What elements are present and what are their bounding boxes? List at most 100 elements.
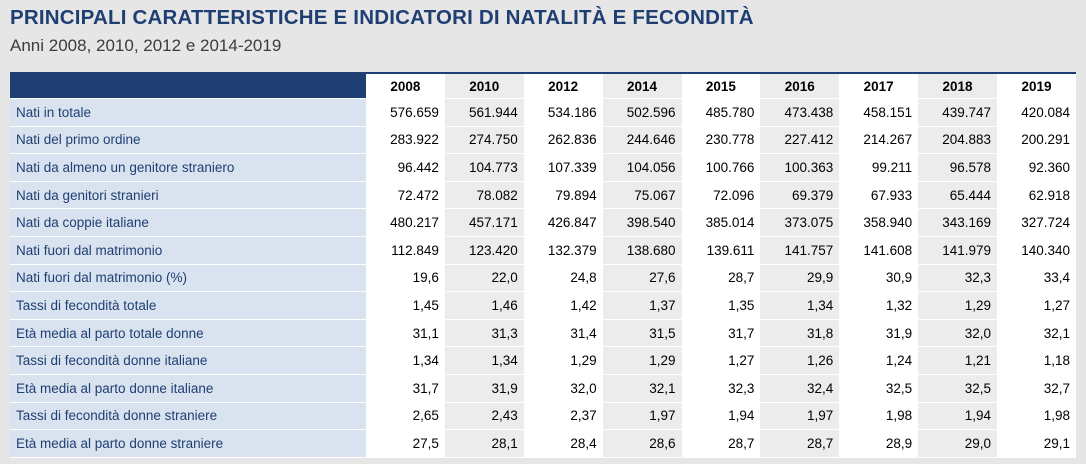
cell: 244.646 (602, 126, 682, 155)
table-row: Nati da almeno un genitore straniero 96.4… (10, 153, 1076, 182)
cell: 29,1 (997, 429, 1076, 458)
cell: 31,9 (839, 319, 919, 348)
cell: 19,6 (366, 264, 445, 293)
cell: 327.724 (997, 208, 1076, 237)
cell: 1,18 (997, 346, 1076, 375)
cell: 31,8 (760, 319, 840, 348)
cell: 1,45 (366, 291, 445, 320)
cell: 1,46 (444, 291, 524, 320)
row-label: Nati fuori dal matrimonio (%) (10, 264, 366, 293)
cell: 485.780 (681, 98, 761, 127)
cell: 1,24 (839, 346, 919, 375)
cell: 100.766 (681, 153, 761, 182)
cell: 1,94 (918, 402, 997, 431)
cell: 112.849 (366, 236, 445, 265)
cell: 141.979 (918, 236, 997, 265)
column-header: 2015 (681, 72, 761, 99)
row-label: Tassi di fecondità donne straniere (10, 402, 366, 431)
cell: 426.847 (523, 208, 603, 237)
row-label: Età media al parto donne italiane (10, 374, 366, 403)
row-label: Nati da coppie italiane (10, 208, 366, 237)
cell: 28,7 (681, 264, 761, 293)
cell: 31,4 (523, 319, 603, 348)
cell: 1,34 (760, 291, 840, 320)
cell: 358.940 (839, 208, 919, 237)
header-row: 2008 2010 2012 2014 2015 2016 2017 2018 2019 (10, 72, 1076, 99)
cell: 123.420 (444, 236, 524, 265)
cell: 1,94 (681, 402, 761, 431)
cell: 2,65 (366, 402, 445, 431)
cell: 92.360 (997, 153, 1076, 182)
column-header: 2016 (760, 72, 840, 99)
cell: 100.363 (760, 153, 840, 182)
cell: 32,1 (997, 319, 1076, 348)
column-header: 2012 (523, 72, 603, 99)
table-row: Età media al parto totale donne 31,1 31,3 3… (10, 319, 1076, 348)
column-header: 2010 (444, 72, 524, 99)
cell: 107.339 (523, 153, 603, 182)
cell: 140.340 (997, 236, 1076, 265)
cell: 283.922 (366, 126, 445, 155)
cell: 32,0 (523, 374, 603, 403)
cell: 230.778 (681, 126, 761, 155)
data-table: 2008 2010 2012 2014 2015 2016 2017 2018 2019 Nat… (10, 72, 1076, 458)
cell: 32,7 (997, 374, 1076, 403)
cell: 132.379 (523, 236, 603, 265)
row-label: Tassi di fecondità totale (10, 291, 366, 320)
cell: 457.171 (444, 208, 524, 237)
cell: 32,5 (839, 374, 919, 403)
subtitle: Anni 2008, 2010, 2012 e 2014-2019 (10, 36, 282, 55)
row-label: Tassi di fecondità donne italiane (10, 346, 366, 375)
cell: 1,27 (681, 346, 761, 375)
cell: 262.836 (523, 126, 603, 155)
corner-cell (10, 72, 366, 99)
cell: 96.578 (918, 153, 997, 182)
cell: 373.075 (760, 208, 840, 237)
cell: 1,29 (602, 346, 682, 375)
row-label: Età media al parto totale donne (10, 319, 366, 348)
cell: 1,34 (444, 346, 524, 375)
cell: 79.894 (523, 181, 603, 210)
row-label: Nati fuori dal matrimonio (10, 236, 366, 265)
cell: 75.067 (602, 181, 682, 210)
cell: 31,3 (444, 319, 524, 348)
column-header: 2017 (839, 72, 919, 99)
cell: 32,5 (918, 374, 997, 403)
title: PRINCIPALI CARATTERISTICHE E INDICATORI … (10, 6, 754, 29)
cell: 32,3 (918, 264, 997, 293)
table-row: Nati fuori dal matrimonio 112.849 123.420 1… (10, 236, 1076, 265)
cell: 24,8 (523, 264, 603, 293)
column-header: 2018 (918, 72, 997, 99)
cell: 1,21 (918, 346, 997, 375)
row-label: Nati in totale (10, 98, 366, 127)
cell: 22,0 (444, 264, 524, 293)
cell: 1,26 (760, 346, 840, 375)
cell: 30,9 (839, 264, 919, 293)
column-header: 2019 (997, 72, 1076, 99)
cell: 398.540 (602, 208, 682, 237)
cell: 31,5 (602, 319, 682, 348)
cell: 141.757 (760, 236, 840, 265)
cell: 385.014 (681, 208, 761, 237)
table-row: Nati in totale 576.659 561.944 534.186 502.5… (10, 98, 1076, 127)
cell: 32,3 (681, 374, 761, 403)
cell: 473.438 (760, 98, 840, 127)
cell: 227.412 (760, 126, 840, 155)
row-label: Nati da genitori stranieri (10, 181, 366, 210)
table-row: Età media al parto donne italiane 31,7 31,… (10, 374, 1076, 403)
table-row: Nati da coppie italiane 480.217 457.171 426… (10, 208, 1076, 237)
cell: 141.608 (839, 236, 919, 265)
cell: 27,6 (602, 264, 682, 293)
cell: 28,9 (839, 429, 919, 458)
cell: 31,9 (444, 374, 524, 403)
cell: 1,42 (523, 291, 603, 320)
table-row: Tassi di fecondità donne italiane 1,34 1,3… (10, 346, 1076, 375)
cell: 1,29 (918, 291, 997, 320)
cell: 32,4 (760, 374, 840, 403)
cell: 1,97 (602, 402, 682, 431)
cell: 343.169 (918, 208, 997, 237)
column-header: 2014 (602, 72, 682, 99)
cell: 1,37 (602, 291, 682, 320)
cell: 139.611 (681, 236, 761, 265)
table-row: Tassi di fecondità totale 1,45 1,46 1,42 1,3… (10, 291, 1076, 320)
